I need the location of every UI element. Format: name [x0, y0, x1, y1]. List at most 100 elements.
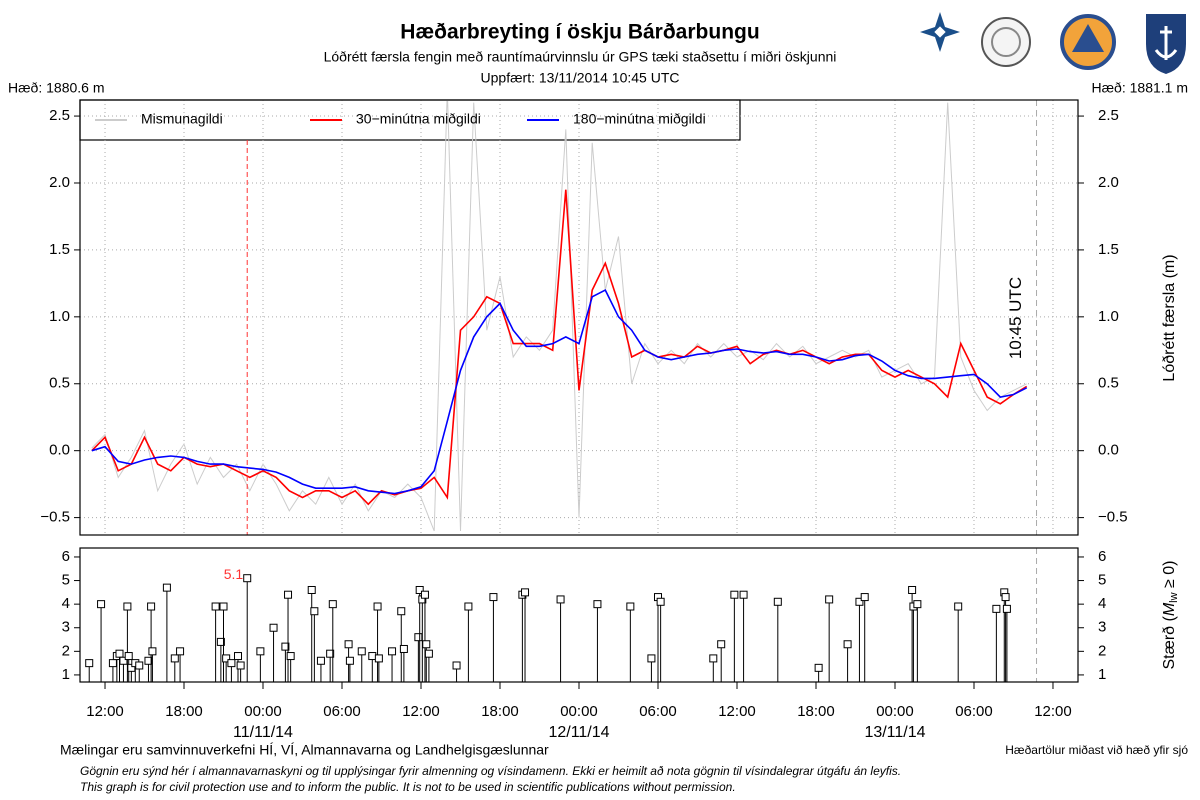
quake-marker	[357, 647, 366, 656]
left-height: Hæð: 1880.6 m	[8, 80, 105, 96]
x-tick-label: 12:00	[402, 703, 440, 720]
quake-marker	[344, 640, 353, 649]
quake-marker	[860, 593, 869, 602]
subtitle: Lóðrétt færsla fengin með rauntímaúrvinn…	[324, 49, 837, 65]
quake-marker	[256, 647, 265, 656]
quake-marker	[843, 640, 852, 649]
quake-marker	[647, 654, 656, 663]
x-tick-label: 18:00	[797, 703, 835, 720]
quake-marker	[316, 656, 325, 665]
quake-marker	[521, 588, 530, 597]
quake-marker	[414, 633, 423, 642]
y-tick-label: 2.0	[1098, 174, 1119, 191]
y-tick-label: 1.0	[49, 308, 70, 325]
right-height: Hæð: 1881.1 m	[1092, 80, 1189, 96]
quake-marker	[954, 602, 963, 611]
quake-marker	[1001, 593, 1010, 602]
x-tick-label: 06:00	[955, 703, 993, 720]
quake-marker	[148, 647, 157, 656]
quake-marker	[593, 600, 602, 609]
legend-label: Mismunagildi	[141, 111, 223, 127]
quake-marker	[281, 642, 290, 651]
plot-lines	[91, 100, 1028, 532]
quake-marker	[222, 654, 231, 663]
top-frame	[79, 99, 1079, 536]
series-line	[91, 100, 1027, 532]
datum: Hæðartölur miðast við hæð yfir sjó	[1005, 743, 1188, 757]
quake-marker	[373, 602, 382, 611]
quake-marker	[310, 607, 319, 616]
x-tick-label: 18:00	[165, 703, 203, 720]
quake-marker	[368, 652, 377, 661]
series-line	[91, 289, 1028, 495]
quake-marker	[397, 607, 406, 616]
label-part: Stærð (	[1161, 615, 1178, 669]
quake-marker	[233, 652, 242, 661]
quake-marker	[814, 663, 823, 672]
quake-marker	[452, 661, 461, 670]
quake-marker	[388, 647, 397, 656]
y-tick-label: 4	[1098, 595, 1106, 612]
x-date-label: 11/11/14	[233, 724, 293, 741]
quake-marker	[326, 649, 335, 658]
y-tick-label: 0.5	[1098, 375, 1119, 392]
y-tick-label: 1.5	[1098, 241, 1119, 258]
quake-marker	[399, 644, 408, 653]
quake-marker	[464, 602, 473, 611]
quake-marker	[908, 585, 917, 594]
disclaimer: This graph is for civil protection use a…	[80, 780, 736, 794]
y-tick-label: 1.5	[49, 241, 70, 258]
quake-marker	[108, 659, 117, 668]
quake-marker	[124, 652, 133, 661]
legend-label: 180−minútna miðgildi	[573, 111, 706, 127]
quake-marker	[1002, 604, 1011, 613]
x-tick-label: 00:00	[244, 703, 282, 720]
quake-marker	[626, 602, 635, 611]
y-tick-label: 5	[62, 572, 70, 589]
y-tick-label: 0.0	[1098, 442, 1119, 459]
quake-marker	[992, 604, 1001, 613]
credits: Mælingar eru samvinnuverkefni HÍ, VÍ, Al…	[60, 742, 549, 758]
updated: Uppfært: 13/11/2014 10:45 UTC	[481, 70, 680, 86]
quake-marker	[855, 597, 864, 606]
quake-marker	[115, 649, 124, 658]
quake-marker	[717, 640, 726, 649]
y-tick-label: 6	[1098, 548, 1106, 565]
y-tick-label: −0.5	[1098, 509, 1128, 526]
quake-marker	[773, 597, 782, 606]
x-tick-label: 12:00	[718, 703, 756, 720]
label-part: lw	[1168, 592, 1180, 602]
quake-marker	[656, 597, 665, 606]
quake-marker	[243, 574, 252, 583]
x-tick-label: 12:00	[86, 703, 124, 720]
x-tick-label: 18:00	[481, 703, 519, 720]
quake-marker	[374, 654, 383, 663]
quake-marker	[420, 590, 429, 599]
quake-marker	[147, 602, 156, 611]
y-axis-label: Stærð (Mlw ≥ 0)	[1161, 561, 1180, 670]
quake-marker	[219, 602, 228, 611]
now-label: 10:45 UTC	[1006, 277, 1025, 359]
quake-marker	[422, 640, 431, 649]
quake-marker	[709, 654, 718, 663]
x-tick-label: 06:00	[323, 703, 361, 720]
x-tick-label: 00:00	[876, 703, 914, 720]
label-part: ≥ 0)	[1161, 561, 1178, 593]
quake-marker	[730, 590, 739, 599]
y-tick-label: 0.5	[49, 375, 70, 392]
disclaimer: Gögnin eru sýnd hér í almannavarnaskyni …	[80, 764, 901, 778]
quake-marker	[424, 649, 433, 658]
quake-marker	[170, 654, 179, 663]
y-tick-label: 3	[1098, 619, 1106, 636]
quake-marker	[211, 602, 220, 611]
quake-marker	[269, 623, 278, 632]
bottom-frame	[79, 547, 1079, 683]
x-date-label: 13/11/14	[864, 724, 925, 741]
y-tick-label: 1	[1098, 666, 1106, 683]
y-tick-label: 5	[1098, 572, 1106, 589]
quake-marker	[489, 593, 498, 602]
annotation: 5.1	[224, 566, 244, 582]
quake-marker	[97, 600, 106, 609]
logo-hi	[981, 17, 1031, 67]
quake-marker	[236, 661, 245, 670]
